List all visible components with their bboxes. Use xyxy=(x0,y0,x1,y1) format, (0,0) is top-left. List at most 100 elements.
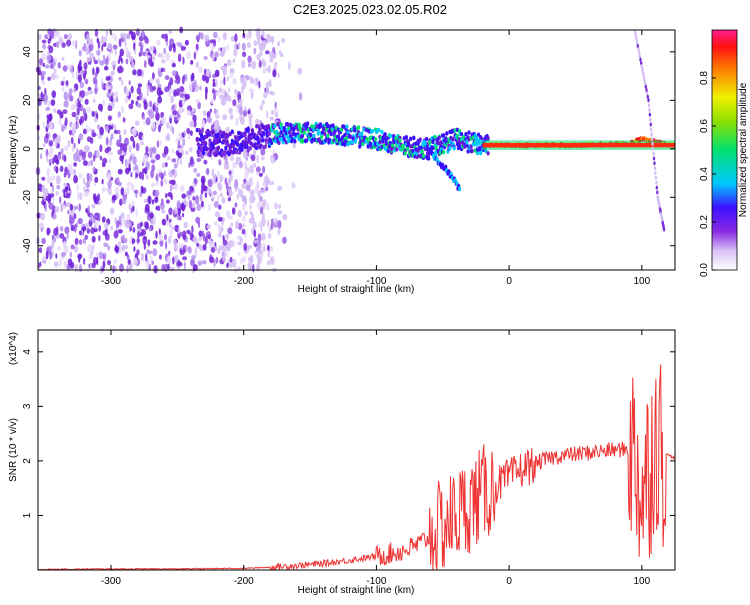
noise-speck xyxy=(260,224,263,232)
noise-speck xyxy=(63,91,68,101)
noise-speck xyxy=(107,105,113,112)
noise-speck xyxy=(196,157,202,163)
noise-speck xyxy=(206,224,211,229)
noise-speck xyxy=(114,186,120,194)
noise-speck xyxy=(174,254,179,263)
trace-point xyxy=(234,149,239,155)
trace-point xyxy=(418,137,422,142)
noise-speck xyxy=(169,114,175,119)
trace-point xyxy=(195,137,199,142)
noise-speck xyxy=(186,51,191,60)
trace-point xyxy=(196,150,200,155)
noise-speck xyxy=(101,45,104,52)
noise-speck xyxy=(87,127,93,132)
noise-speck xyxy=(107,173,111,181)
trace-point xyxy=(258,127,262,132)
noise-speck xyxy=(77,217,83,225)
noise-speck xyxy=(96,149,100,158)
noise-speck xyxy=(101,178,104,185)
noise-speck xyxy=(256,166,261,173)
noise-speck xyxy=(137,68,143,77)
x-tick-label: 0 xyxy=(506,576,512,587)
noise-speck xyxy=(178,147,183,153)
noise-speck xyxy=(167,156,171,161)
noise-speck xyxy=(202,243,207,251)
trace-point xyxy=(405,146,410,152)
noise-speck xyxy=(223,250,227,258)
noise-speck xyxy=(215,256,219,264)
noise-speck xyxy=(114,217,117,224)
trace-point xyxy=(300,139,304,144)
noise-speck xyxy=(188,162,192,168)
noise-speck xyxy=(220,65,226,71)
noise-speck xyxy=(143,120,146,126)
trace-point xyxy=(420,149,424,154)
noise-speck xyxy=(247,262,253,270)
noise-speck xyxy=(131,200,135,208)
trace-point xyxy=(401,143,405,148)
noise-speck xyxy=(174,244,179,252)
noise-speck xyxy=(87,205,90,212)
noise-speck xyxy=(161,59,166,64)
noise-speck xyxy=(242,51,247,58)
noise-speck xyxy=(251,60,257,70)
noise-speck xyxy=(168,207,173,216)
noise-speck xyxy=(47,100,51,108)
noise-speck xyxy=(160,209,166,214)
noise-speck xyxy=(265,50,270,55)
noise-speck xyxy=(269,58,274,63)
noise-speck xyxy=(186,229,191,234)
noise-speck xyxy=(204,192,208,198)
noise-speck xyxy=(207,234,211,240)
noise-speck xyxy=(183,261,186,270)
noise-speck xyxy=(222,196,226,204)
trace-point xyxy=(230,138,234,144)
noise-speck xyxy=(243,160,247,168)
noise-speck xyxy=(151,86,157,91)
noise-speck xyxy=(73,87,77,93)
noise-speck xyxy=(91,204,96,209)
noise-speck xyxy=(102,99,106,107)
noise-speck xyxy=(83,62,88,71)
noise-speck xyxy=(262,165,266,174)
noise-speck xyxy=(258,172,263,177)
spectrogram-x-ticks: -300 -200 -100 0 100 xyxy=(101,30,651,287)
trace-point xyxy=(470,148,474,154)
noise-speck xyxy=(245,33,250,41)
trace-point xyxy=(238,150,242,155)
streak-point xyxy=(645,88,648,93)
noise-speck xyxy=(52,157,55,165)
x-tick-label: -300 xyxy=(101,276,121,287)
noise-speck xyxy=(105,125,109,132)
streak-point xyxy=(648,108,651,112)
noise-speck xyxy=(201,122,204,128)
noise-speck xyxy=(249,75,252,82)
noise-speck xyxy=(220,47,223,52)
noise-speck xyxy=(90,227,95,234)
noise-speck xyxy=(180,158,182,165)
noise-speck xyxy=(111,32,114,38)
noise-speck xyxy=(235,221,238,230)
noise-speck xyxy=(222,239,228,246)
noise-speck xyxy=(63,34,68,40)
noise-speck xyxy=(190,258,195,267)
noise-speck xyxy=(199,193,203,202)
noise-speck xyxy=(76,148,79,155)
noise-speck xyxy=(67,209,70,215)
noise-speck xyxy=(227,188,232,194)
noise-speck xyxy=(59,226,64,232)
noise-speck xyxy=(59,165,64,172)
noise-speck xyxy=(139,47,143,55)
streak-point xyxy=(638,54,641,59)
noise-speck xyxy=(55,166,59,174)
trace-point xyxy=(319,134,324,139)
streak-point xyxy=(649,117,652,122)
noise-speck xyxy=(42,43,46,50)
noise-speck xyxy=(87,57,92,62)
noise-speck xyxy=(77,62,82,71)
noise-speck xyxy=(168,250,171,256)
streak-point xyxy=(652,156,656,161)
noise-speck xyxy=(192,236,198,244)
trace-point xyxy=(331,123,335,128)
noise-speck xyxy=(272,217,277,223)
